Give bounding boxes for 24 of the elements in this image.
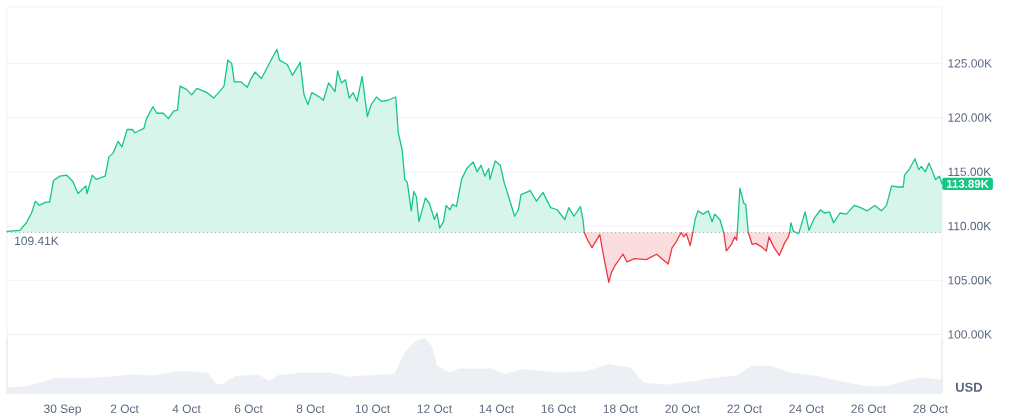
y-axis-title: USD bbox=[955, 382, 983, 392]
x-tick-label: 12 Oct bbox=[417, 404, 452, 413]
x-tick-label: 22 Oct bbox=[727, 404, 762, 413]
x-tick-label: 26 Oct bbox=[851, 404, 886, 413]
y-tick-label: 100.00K bbox=[948, 330, 992, 339]
y-tick-label: 115.00K bbox=[948, 167, 992, 177]
annotation: 113.89K bbox=[946, 179, 989, 188]
x-tick-label: 20 Oct bbox=[665, 404, 700, 413]
y-tick-label: 120.00K bbox=[948, 113, 992, 122]
y-tick-label: 125.00K bbox=[948, 59, 992, 68]
y-tick-label: 105.00K bbox=[948, 276, 992, 285]
x-tick-label: 14 Oct bbox=[479, 404, 514, 413]
x-tick-label: 24 Oct bbox=[789, 404, 824, 413]
x-tick-label: 16 Oct bbox=[541, 404, 576, 413]
y-tick-label: 110.00K bbox=[948, 221, 992, 231]
x-tick-label: 8 Oct bbox=[296, 404, 325, 413]
ref-line-label: 109.41K bbox=[15, 236, 59, 246]
x-tick-label: 28 Oct bbox=[913, 404, 948, 413]
x-tick-label: 10 Oct bbox=[355, 404, 390, 413]
x-tick-label: 30 Sep bbox=[44, 404, 81, 416]
x-tick-label: 4 Oct bbox=[172, 404, 201, 413]
x-tick-label: 2 Oct bbox=[110, 404, 139, 413]
x-tick-label: 18 Oct bbox=[603, 404, 638, 413]
x-tick-label: 6 Oct bbox=[234, 404, 263, 413]
